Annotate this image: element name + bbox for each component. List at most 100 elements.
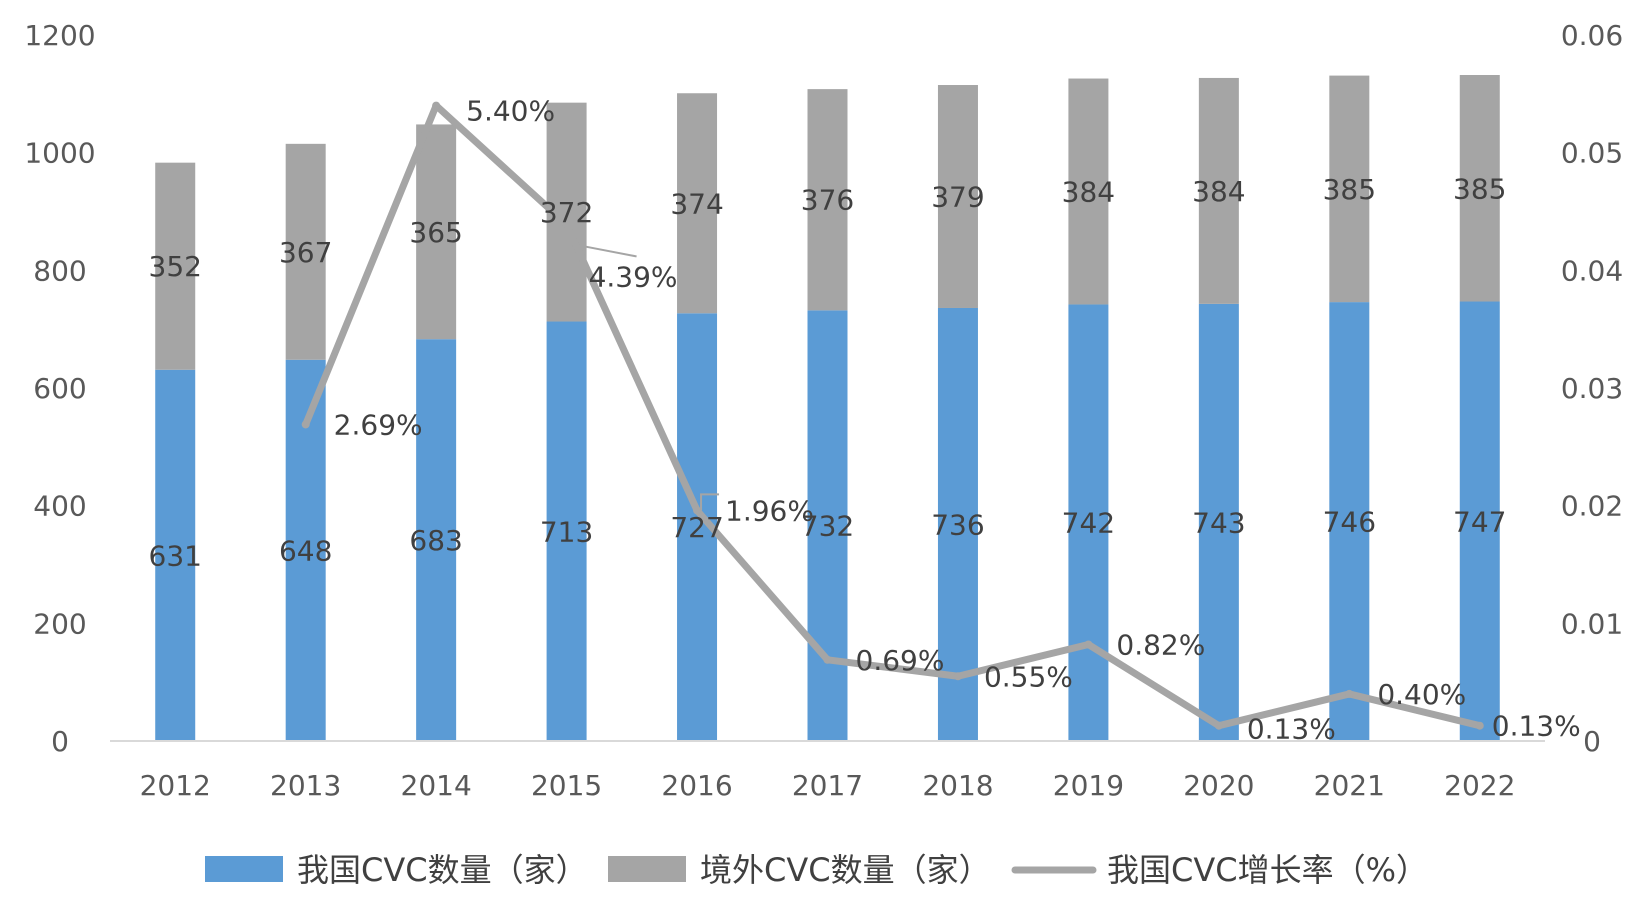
x-tick-label-2017: 2017 [792,769,863,802]
growth-point-2021 [1345,689,1354,698]
growth-point-2022 [1475,721,1484,730]
y-right-tick-3: 0.03 [1561,372,1623,405]
pct-label-2018: 0.55% [984,660,1073,693]
y-left-tick-2: 400 [33,490,86,523]
y-left-tick-3: 600 [33,372,86,405]
x-tick-label-2012: 2012 [140,769,211,802]
leader-line-2015 [584,245,637,258]
y-left-tick-5: 1000 [24,137,95,170]
y-right-tick-6: 0.06 [1561,19,1623,52]
bar-overseas-2017 [807,89,848,311]
bar-domestic-2012 [155,369,196,741]
pct-label-2013: 2.69% [334,408,423,441]
bar-overseas-2013 [285,143,326,360]
data-label-overseas-2020: 384 [1192,175,1245,208]
growth-line-layer [301,101,1484,730]
growth-point-2013 [301,420,310,429]
bar-overseas-2021 [1329,75,1370,303]
legend-label-growth: 我国CVC增长率（%） [1107,851,1428,889]
data-label-overseas-2022: 385 [1453,172,1506,205]
legend-swatch-overseas [608,856,686,882]
x-tick-label-2013: 2013 [270,769,341,802]
data-label-domestic-2012: 631 [149,539,202,572]
data-label-domestic-2014: 683 [409,524,462,557]
data-label-overseas-2014: 365 [409,216,462,249]
x-tick-label-2014: 2014 [401,769,472,802]
y-left-tick-1: 200 [33,607,86,640]
bar-domestic-2019 [1068,304,1109,741]
x-tick-label-2020: 2020 [1183,769,1254,802]
x-tick-label-2021: 2021 [1314,769,1385,802]
pct-label-2017: 0.69% [856,644,945,677]
y-right-tick-5: 0.05 [1561,137,1623,170]
pct-label-2014: 5.40% [466,95,555,128]
bars-layer [155,75,1500,741]
y-left-tick-4: 800 [33,254,86,287]
axes-layer: 2012 2013 2014 2015 2016 2017 2018 2019 2020 2021… [24,19,1623,802]
data-label-domestic-2019: 742 [1062,507,1115,540]
bar-domestic-2017 [807,310,848,741]
bar-domestic-2014 [416,339,457,741]
bar-overseas-2018 [937,85,978,308]
growth-point-2019 [1084,640,1093,649]
labels-layer: 631 352 648 367 683 365 713 372 727 374 732 376 736 3… [149,95,1581,746]
bar-overseas-2022 [1459,75,1500,302]
growth-point-2015 [562,220,571,229]
x-tick-label-2018: 2018 [922,769,993,802]
data-label-overseas-2015: 372 [540,196,593,229]
y-right-tick-4: 0.04 [1561,254,1623,287]
x-tick-label-2022: 2022 [1444,769,1515,802]
pct-label-2021: 0.40% [1377,678,1466,711]
y-left-tick-6: 1200 [24,19,95,52]
x-tick-label-2015: 2015 [531,769,602,802]
pct-label-2020: 0.13% [1247,713,1336,746]
bar-overseas-2014 [416,124,457,340]
growth-rate-line [302,102,1484,730]
legend-label-domestic: 我国CVC数量（家） [297,851,588,889]
data-label-domestic-2021: 746 [1323,506,1376,539]
bar-overseas-2020 [1198,77,1239,304]
data-label-domestic-2022: 747 [1453,505,1506,538]
y-right-tick-2: 0.02 [1561,490,1623,523]
growth-point-2020 [1214,721,1223,730]
pct-label-2016: 1.96% [725,494,814,527]
bar-overseas-2016 [677,93,718,314]
pct-label-2022: 0.13% [1492,710,1581,743]
growth-point-2017 [823,655,832,664]
bar-domestic-2021 [1329,302,1370,741]
growth-point-2016 [693,506,702,515]
bar-domestic-2018 [937,307,978,741]
bar-overseas-2019 [1068,78,1109,305]
pct-label-2019: 0.82% [1116,629,1205,662]
data-label-overseas-2013: 367 [279,236,332,269]
x-tick-label-2016: 2016 [661,769,732,802]
y-right-tick-1: 0.01 [1561,607,1623,640]
bar-overseas-2012 [155,162,196,370]
data-label-domestic-2020: 743 [1192,506,1245,539]
data-label-domestic-2013: 648 [279,534,332,567]
data-label-domestic-2017: 732 [801,510,854,543]
data-label-overseas-2019: 384 [1062,175,1115,208]
bar-domestic-2020 [1198,303,1239,741]
data-label-overseas-2021: 385 [1323,173,1376,206]
x-tick-label-2019: 2019 [1053,769,1124,802]
bar-domestic-2022 [1459,301,1500,741]
legend-label-overseas: 境外CVC数量（家） [700,851,991,889]
growth-point-2014 [432,101,441,110]
data-label-overseas-2017: 376 [801,184,854,217]
y-left-tick-0: 0 [51,725,69,758]
growth-point-2018 [953,672,962,681]
data-label-domestic-2015: 713 [540,515,593,548]
data-label-overseas-2018: 379 [931,180,984,213]
data-label-domestic-2018: 736 [931,508,984,541]
data-label-overseas-2016: 374 [670,187,723,220]
leader-line-2016 [700,493,720,511]
legend: 我国CVC数量（家） 境外CVC数量（家） 我国CVC增长率（%） [205,851,1428,889]
bar-domestic-2015 [546,321,587,741]
pct-label-2015: 4.39% [589,260,678,293]
data-label-overseas-2012: 352 [149,250,202,283]
data-label-domestic-2016: 727 [670,511,723,544]
legend-swatch-domestic [205,856,283,882]
y-right-tick-0: 0 [1583,725,1601,758]
